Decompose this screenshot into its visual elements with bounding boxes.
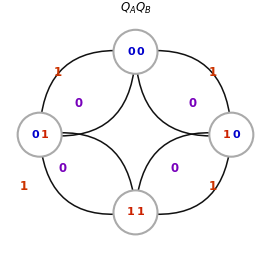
Circle shape [209,113,253,157]
FancyArrowPatch shape [136,62,220,136]
FancyArrowPatch shape [40,51,124,125]
Text: 0: 0 [232,130,240,140]
Text: 1: 1 [223,130,231,140]
Text: 0: 0 [75,97,83,110]
Text: 1: 1 [127,207,135,217]
Text: 0: 0 [170,162,178,175]
Text: $Q_AQ_B$: $Q_AQ_B$ [120,1,151,16]
Text: 1: 1 [209,180,217,193]
FancyArrowPatch shape [51,62,135,136]
Text: 1: 1 [54,66,62,79]
Text: 0: 0 [188,97,196,110]
Text: 1: 1 [209,66,217,79]
Text: 0: 0 [31,130,39,140]
FancyArrowPatch shape [136,133,220,202]
Circle shape [114,30,157,74]
Text: 0: 0 [127,47,135,57]
Text: 0: 0 [59,162,67,175]
Text: 1: 1 [40,130,48,140]
Text: 0: 0 [136,47,144,57]
Circle shape [114,190,157,234]
Text: 1: 1 [136,207,144,217]
FancyArrowPatch shape [147,51,231,125]
Circle shape [18,113,62,157]
Text: 1: 1 [20,180,28,193]
FancyArrowPatch shape [41,145,124,214]
FancyArrowPatch shape [51,133,135,202]
FancyArrowPatch shape [147,145,230,214]
